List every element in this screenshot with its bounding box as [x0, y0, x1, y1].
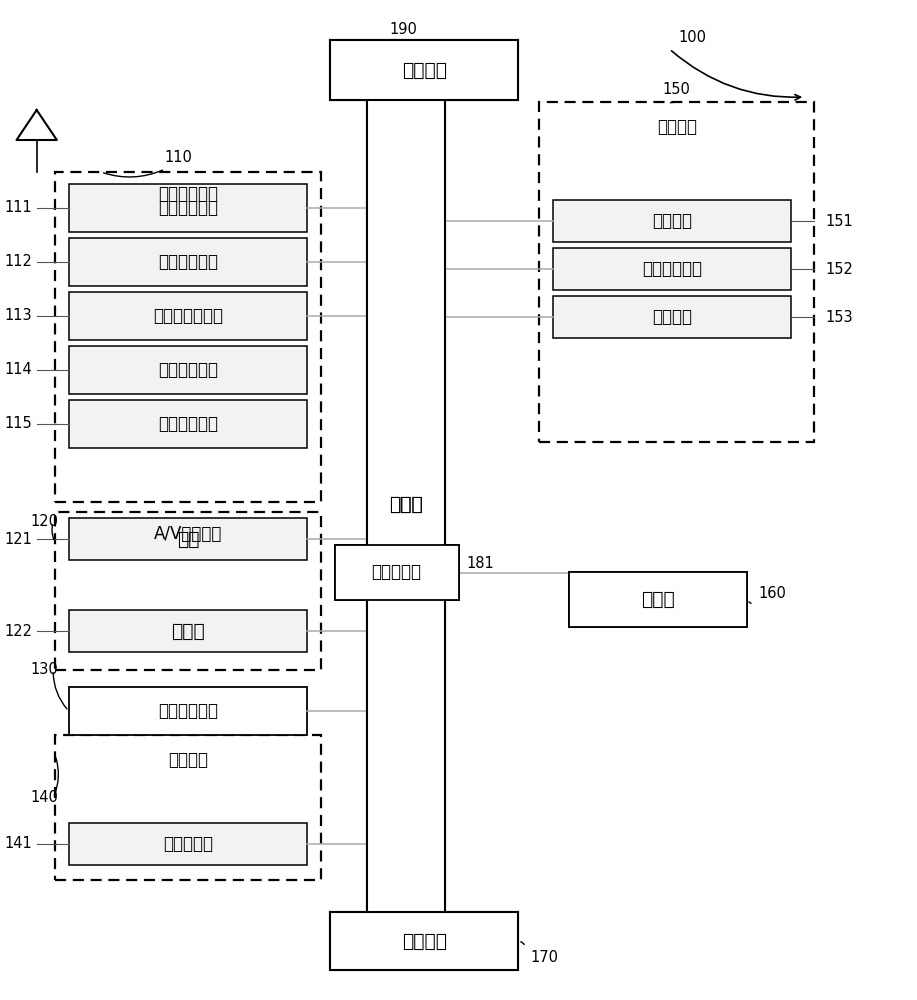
FancyBboxPatch shape	[330, 40, 518, 100]
Text: 114: 114	[5, 362, 32, 377]
Text: 112: 112	[5, 254, 32, 269]
Text: 111: 111	[5, 200, 32, 216]
Text: 122: 122	[4, 624, 32, 639]
Text: 用户输入单元: 用户输入单元	[158, 702, 218, 720]
Text: 麦克风: 麦克风	[171, 621, 204, 641]
Text: 181: 181	[467, 556, 494, 570]
FancyBboxPatch shape	[569, 572, 747, 627]
Text: 170: 170	[530, 950, 558, 964]
Text: 位置信息模块: 位置信息模块	[158, 415, 218, 433]
FancyBboxPatch shape	[553, 200, 791, 242]
Text: 110: 110	[165, 149, 193, 164]
FancyBboxPatch shape	[330, 912, 518, 970]
Text: 警报单元: 警报单元	[652, 308, 692, 326]
Text: 接口单元: 接口单元	[402, 932, 447, 950]
Text: 多媒体模块: 多媒体模块	[371, 563, 422, 581]
Text: 控制器: 控制器	[389, 495, 423, 514]
FancyBboxPatch shape	[335, 545, 458, 600]
Text: 存储器: 存储器	[641, 590, 675, 609]
Text: 接近传感器: 接近传感器	[163, 835, 213, 853]
Text: 153: 153	[825, 310, 853, 324]
Text: 100: 100	[679, 29, 707, 44]
FancyBboxPatch shape	[55, 172, 321, 502]
Text: 广播接收模块: 广播接收模块	[158, 199, 218, 217]
FancyBboxPatch shape	[69, 400, 307, 448]
Text: 电源单元: 电源单元	[402, 60, 447, 80]
FancyBboxPatch shape	[69, 238, 307, 286]
Text: 移动通信模块: 移动通信模块	[158, 253, 218, 271]
Text: 190: 190	[390, 21, 417, 36]
Text: 140: 140	[30, 790, 58, 806]
FancyBboxPatch shape	[330, 40, 518, 100]
Text: 160: 160	[758, 586, 786, 601]
Text: 音频输出模块: 音频输出模块	[642, 260, 702, 278]
Text: 152: 152	[825, 261, 853, 276]
Text: 控制器: 控制器	[389, 495, 423, 514]
FancyBboxPatch shape	[69, 823, 307, 865]
Text: 感测单元: 感测单元	[168, 751, 208, 769]
FancyBboxPatch shape	[569, 572, 747, 627]
FancyBboxPatch shape	[367, 77, 445, 932]
Text: 113: 113	[5, 308, 32, 324]
FancyBboxPatch shape	[69, 184, 307, 232]
FancyBboxPatch shape	[69, 610, 307, 652]
FancyBboxPatch shape	[367, 77, 445, 932]
FancyBboxPatch shape	[55, 512, 321, 670]
Text: 141: 141	[5, 836, 32, 852]
Text: 短程通信模块: 短程通信模块	[158, 361, 218, 379]
Text: A/V输入单元: A/V输入单元	[154, 525, 222, 543]
Text: 显示单元: 显示单元	[652, 212, 692, 230]
Text: 115: 115	[5, 416, 32, 432]
Text: 电源单元: 电源单元	[402, 60, 447, 80]
FancyBboxPatch shape	[553, 248, 791, 290]
FancyBboxPatch shape	[69, 346, 307, 394]
FancyBboxPatch shape	[69, 292, 307, 340]
Text: 无线通信单元: 无线通信单元	[158, 185, 218, 203]
Text: 121: 121	[5, 532, 32, 546]
Text: 150: 150	[663, 83, 691, 98]
Text: 130: 130	[30, 662, 58, 678]
Text: 照相: 照相	[177, 530, 199, 548]
Text: 120: 120	[30, 514, 59, 530]
Text: 151: 151	[825, 214, 853, 229]
FancyBboxPatch shape	[69, 518, 307, 560]
Text: 输出单元: 输出单元	[657, 118, 697, 136]
Text: 接口单元: 接口单元	[402, 932, 447, 950]
Text: 无线互联网模块: 无线互联网模块	[153, 307, 223, 325]
FancyBboxPatch shape	[539, 102, 814, 442]
FancyBboxPatch shape	[553, 296, 791, 338]
FancyBboxPatch shape	[55, 735, 321, 880]
Text: 存储器: 存储器	[641, 590, 675, 609]
Text: 多媒体模块: 多媒体模块	[371, 563, 422, 581]
FancyBboxPatch shape	[330, 912, 518, 970]
FancyBboxPatch shape	[69, 687, 307, 735]
FancyBboxPatch shape	[335, 545, 458, 600]
Text: 180: 180	[333, 66, 360, 81]
